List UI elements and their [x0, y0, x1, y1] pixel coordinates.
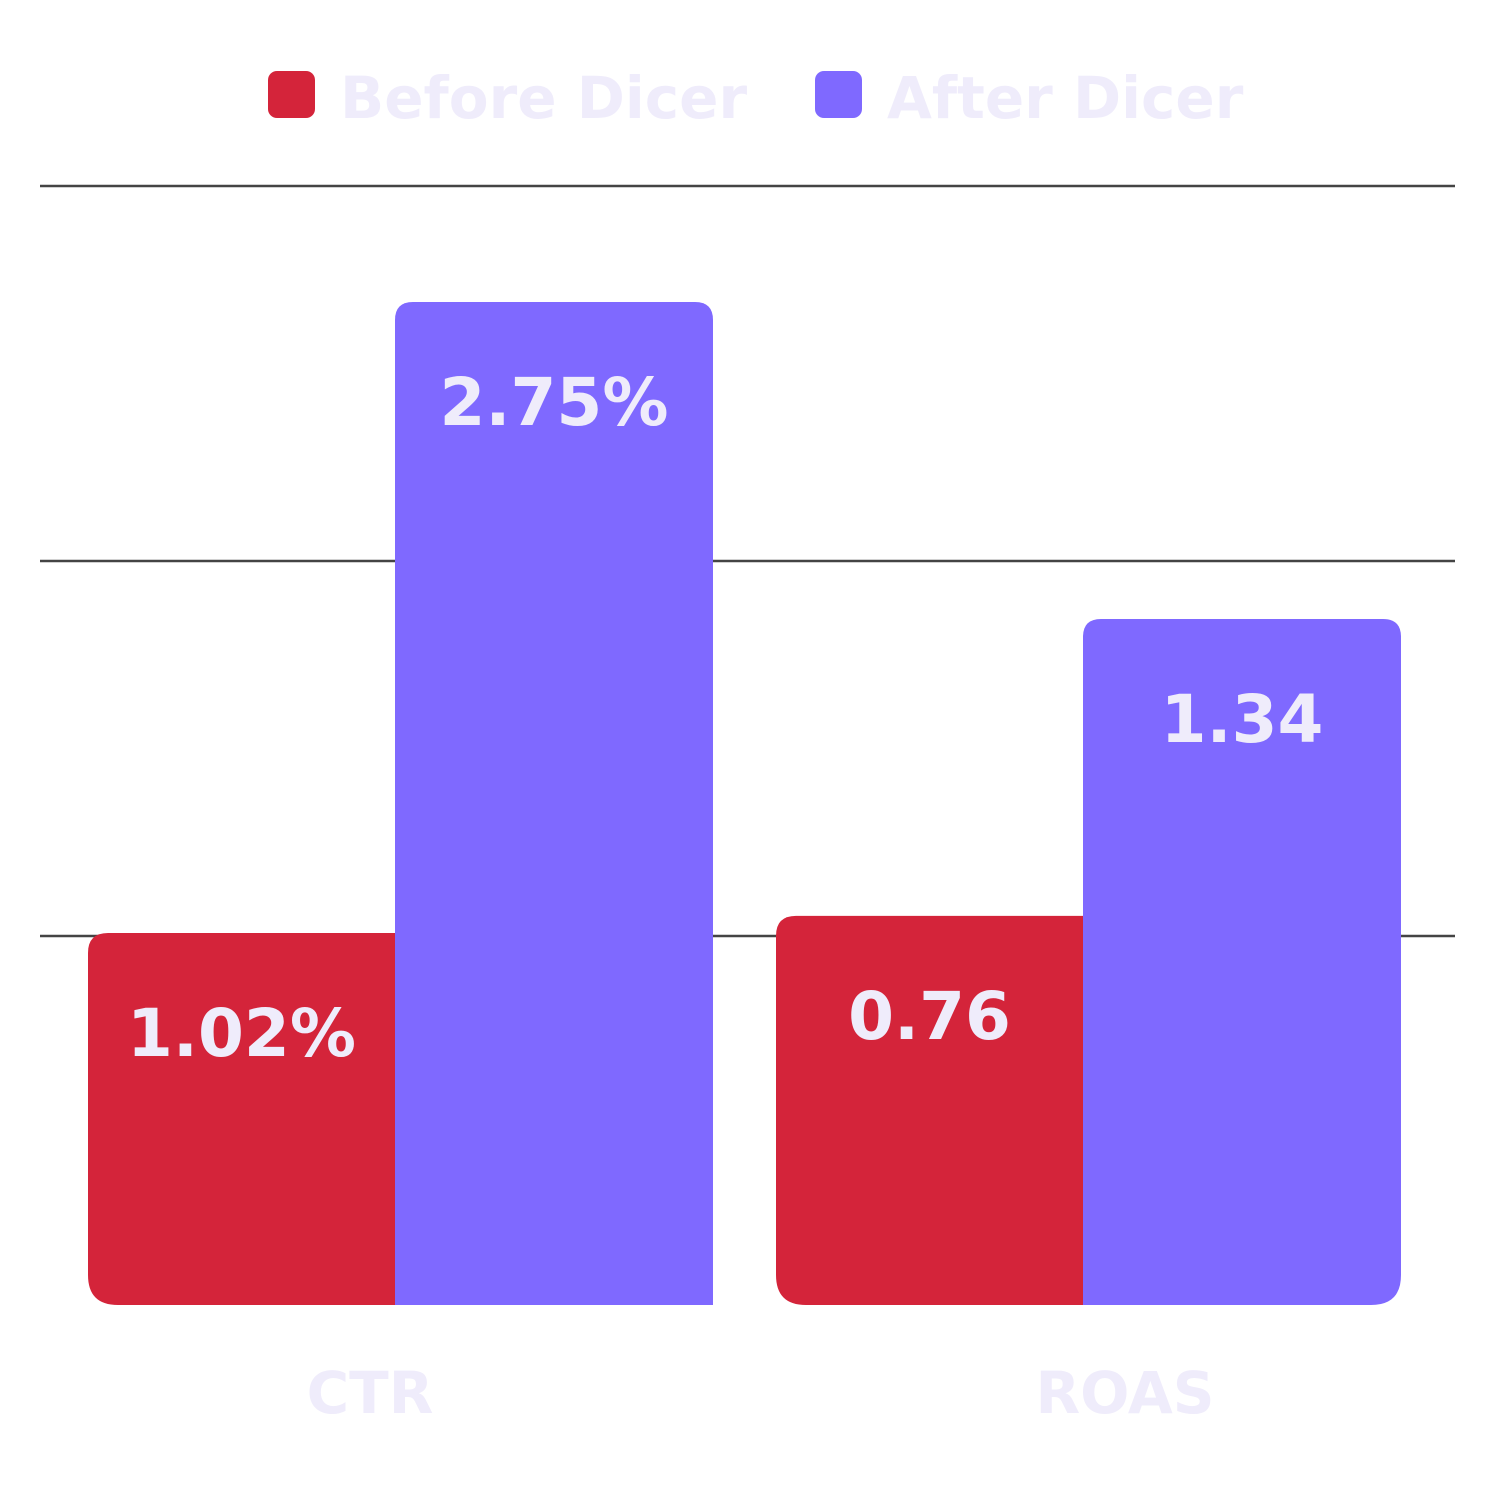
bar-value-label: 2.75%: [440, 364, 669, 441]
legend: Before Dicer After Dicer: [268, 64, 1244, 132]
bar-before-dicer: [776, 915, 1083, 1305]
bar-value-label: 1.02%: [127, 995, 356, 1072]
bar-after-dicer: [395, 302, 713, 1305]
legend-label: After Dicer: [887, 64, 1244, 132]
category-labels: CTR ROAS: [307, 1359, 1215, 1427]
value-labels: 1.02% 2.75% 0.76 1.34: [127, 364, 1323, 1072]
legend-label: Before Dicer: [340, 64, 748, 132]
category-label: ROAS: [1035, 1359, 1214, 1427]
legend-swatch: [815, 71, 862, 118]
bar-value-label: 1.34: [1161, 681, 1324, 758]
bar-before-dicer: [88, 932, 395, 1305]
category-label: CTR: [307, 1359, 434, 1427]
legend-swatch: [268, 71, 315, 118]
bar-value-label: 0.76: [848, 978, 1011, 1055]
bars: [88, 302, 1401, 1305]
bar-after-dicer: [1083, 619, 1401, 1305]
